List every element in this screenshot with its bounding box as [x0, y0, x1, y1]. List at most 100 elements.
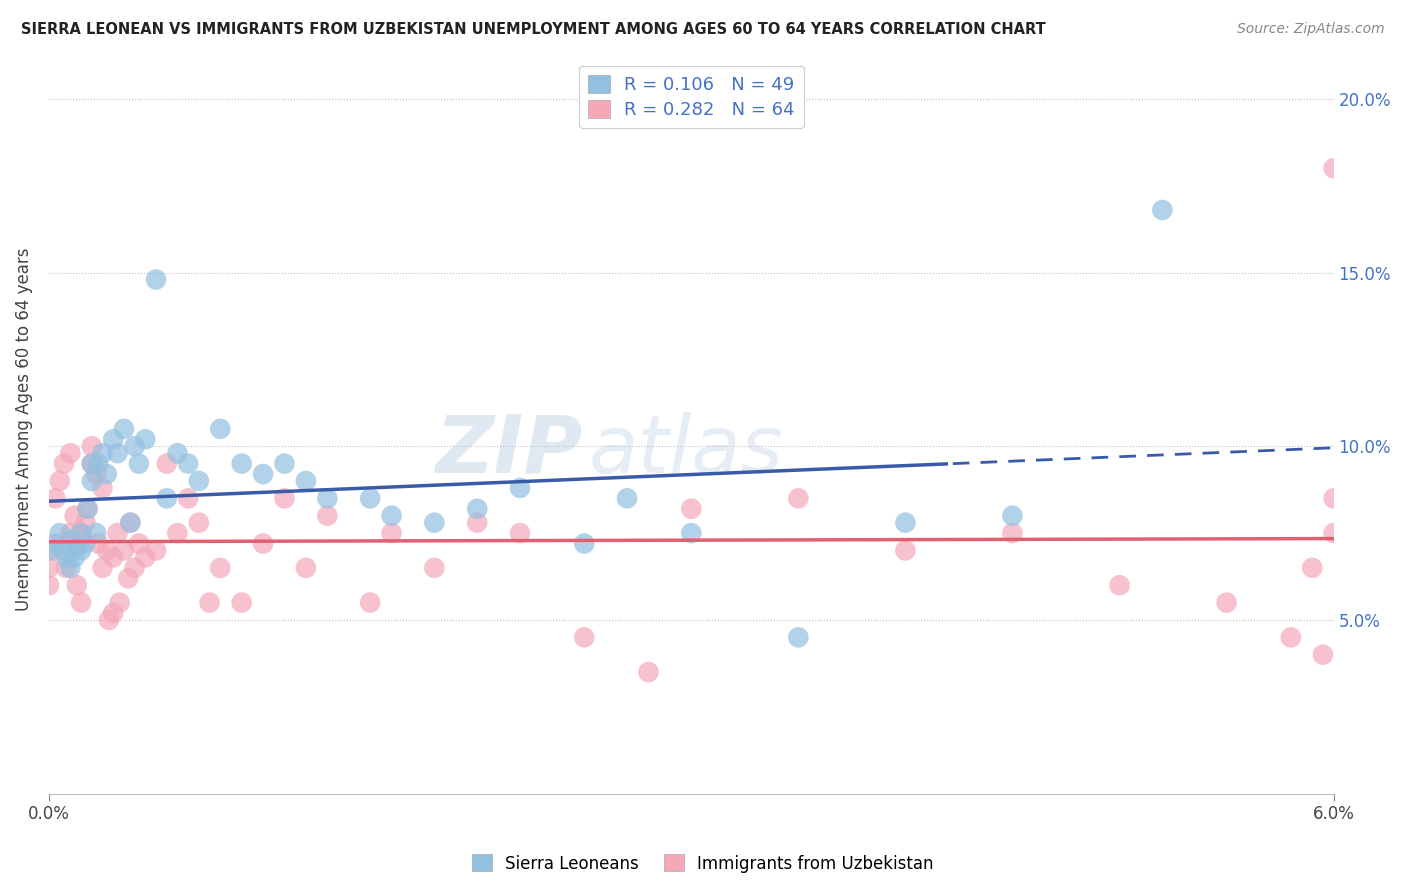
- Point: [134, 432, 156, 446]
- Point: [96, 543, 118, 558]
- Point: [120, 516, 142, 530]
- Point: [252, 536, 274, 550]
- Point: [87, 457, 110, 471]
- Point: [103, 432, 125, 446]
- Point: [87, 536, 110, 550]
- Point: [80, 474, 103, 488]
- Text: SIERRA LEONEAN VS IMMIGRANTS FROM UZBEKISTAN UNEMPLOYMENT AMONG AGES 60 TO 64 YE: SIERRA LEONEAN VS IMMIGRANTS FROM UZBEKI…: [21, 22, 1046, 37]
- Point: [107, 446, 129, 460]
- Point: [187, 474, 209, 488]
- Point: [209, 561, 232, 575]
- Point: [787, 491, 810, 506]
- Text: ZIP: ZIP: [434, 412, 582, 490]
- Point: [108, 596, 131, 610]
- Point: [44, 491, 66, 506]
- Point: [231, 596, 253, 610]
- Point: [465, 516, 488, 530]
- Point: [76, 501, 98, 516]
- Point: [70, 543, 93, 558]
- Point: [209, 422, 232, 436]
- Point: [509, 481, 531, 495]
- Point: [1215, 596, 1237, 610]
- Point: [1323, 491, 1346, 506]
- Point: [38, 561, 60, 575]
- Point: [316, 491, 339, 506]
- Point: [55, 550, 77, 565]
- Point: [48, 474, 70, 488]
- Point: [48, 526, 70, 541]
- Point: [91, 446, 114, 460]
- Point: [145, 272, 167, 286]
- Point: [380, 508, 402, 523]
- Point: [273, 457, 295, 471]
- Point: [128, 536, 150, 550]
- Point: [112, 543, 135, 558]
- Point: [1301, 561, 1323, 575]
- Point: [156, 457, 179, 471]
- Point: [134, 550, 156, 565]
- Point: [38, 578, 60, 592]
- Point: [1001, 508, 1024, 523]
- Point: [117, 571, 139, 585]
- Point: [273, 491, 295, 506]
- Point: [76, 501, 98, 516]
- Text: Source: ZipAtlas.com: Source: ZipAtlas.com: [1237, 22, 1385, 37]
- Point: [63, 550, 86, 565]
- Legend: Sierra Leoneans, Immigrants from Uzbekistan: Sierra Leoneans, Immigrants from Uzbekis…: [465, 847, 941, 880]
- Point: [80, 457, 103, 471]
- Point: [70, 596, 93, 610]
- Point: [681, 501, 703, 516]
- Point: [55, 561, 77, 575]
- Point: [295, 474, 318, 488]
- Point: [59, 446, 82, 460]
- Point: [84, 467, 107, 481]
- Point: [124, 561, 146, 575]
- Point: [96, 467, 118, 481]
- Point: [42, 543, 65, 558]
- Point: [91, 561, 114, 575]
- Point: [107, 526, 129, 541]
- Point: [91, 481, 114, 495]
- Point: [120, 516, 142, 530]
- Point: [198, 596, 221, 610]
- Point: [128, 457, 150, 471]
- Point: [75, 536, 97, 550]
- Y-axis label: Unemployment Among Ages 60 to 64 years: Unemployment Among Ages 60 to 64 years: [15, 247, 32, 611]
- Point: [187, 516, 209, 530]
- Point: [112, 422, 135, 436]
- Point: [166, 446, 188, 460]
- Point: [103, 550, 125, 565]
- Point: [59, 561, 82, 575]
- Point: [380, 526, 402, 541]
- Point: [637, 665, 659, 679]
- Point: [66, 578, 89, 592]
- Point: [177, 491, 200, 506]
- Point: [316, 508, 339, 523]
- Point: [574, 630, 596, 644]
- Point: [1279, 630, 1302, 644]
- Point: [66, 540, 89, 554]
- Point: [52, 543, 75, 558]
- Text: atlas: atlas: [589, 412, 783, 490]
- Point: [1312, 648, 1334, 662]
- Point: [97, 613, 120, 627]
- Point: [423, 516, 446, 530]
- Point: [63, 508, 86, 523]
- Point: [894, 543, 917, 558]
- Point: [1001, 526, 1024, 541]
- Point: [177, 457, 200, 471]
- Point: [465, 501, 488, 516]
- Point: [894, 516, 917, 530]
- Point: [52, 457, 75, 471]
- Point: [1323, 161, 1346, 176]
- Point: [231, 457, 253, 471]
- Point: [1108, 578, 1130, 592]
- Legend: R = 0.106   N = 49, R = 0.282   N = 64: R = 0.106 N = 49, R = 0.282 N = 64: [579, 66, 804, 128]
- Point: [59, 533, 82, 547]
- Point: [38, 543, 60, 558]
- Point: [145, 543, 167, 558]
- Point: [166, 526, 188, 541]
- Point: [156, 491, 179, 506]
- Point: [70, 526, 93, 541]
- Point: [84, 526, 107, 541]
